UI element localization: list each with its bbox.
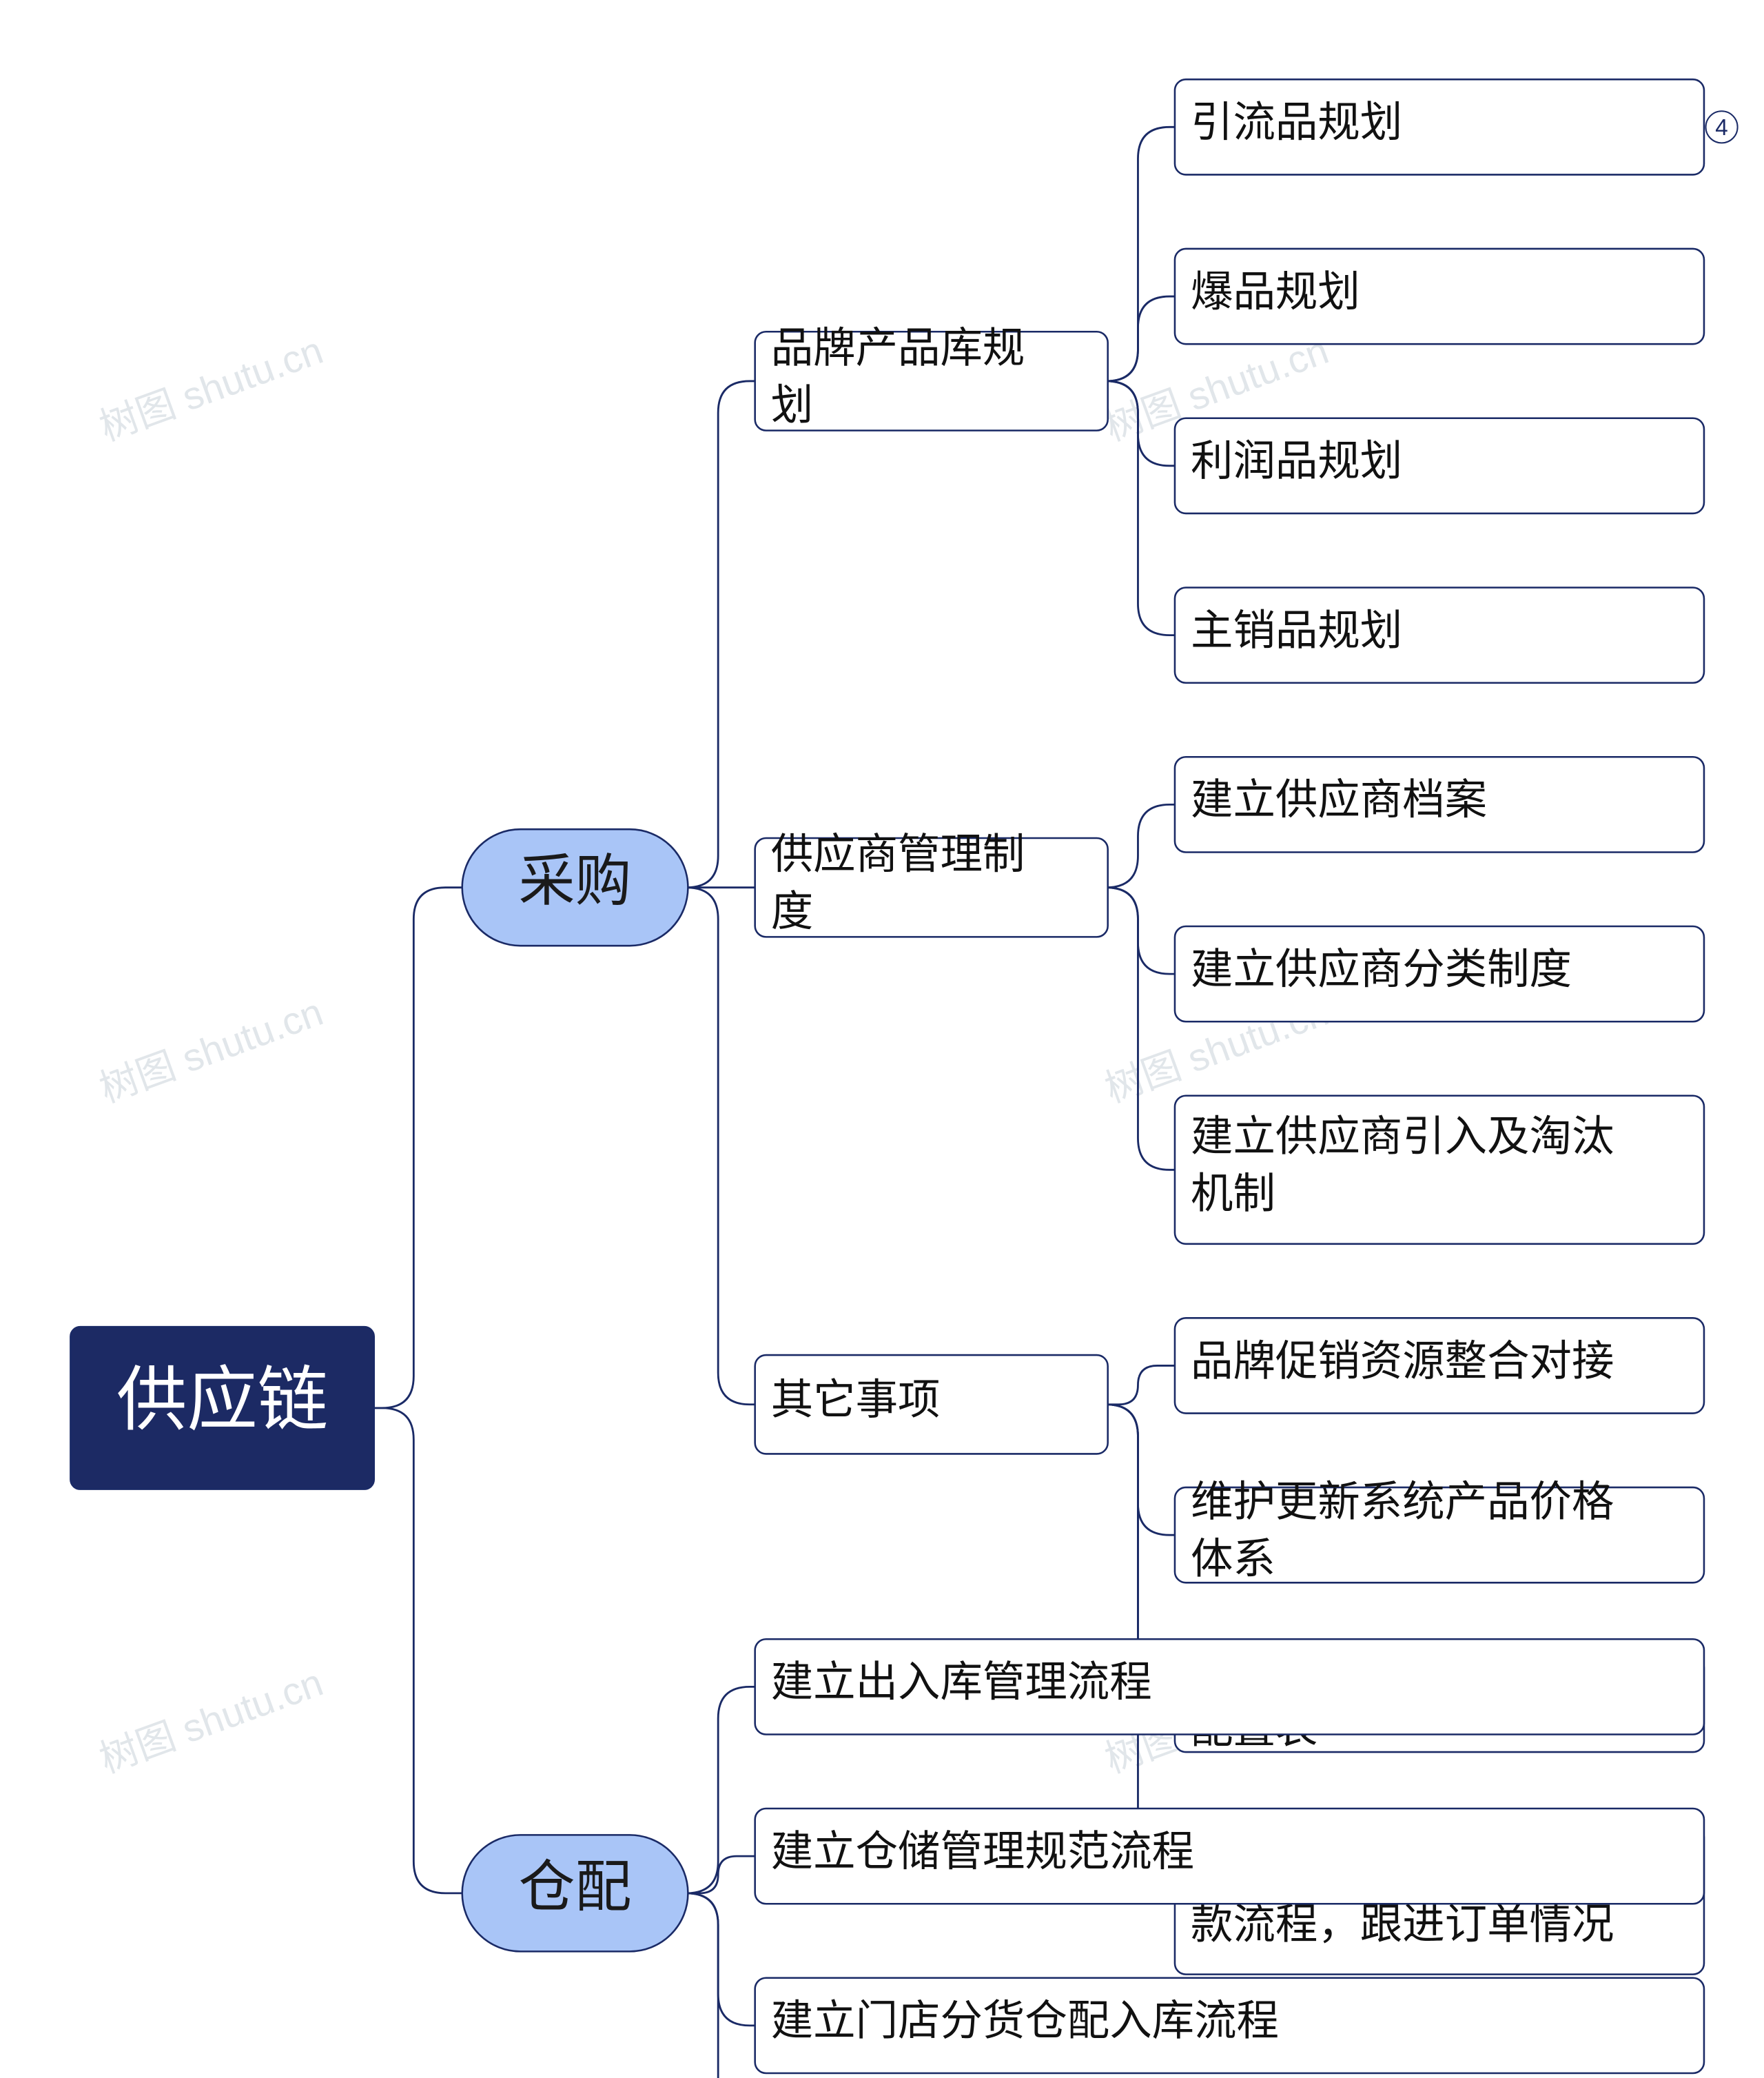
node-l3_o1-label: 品牌促销资源整合对接 (1191, 1337, 1614, 1385)
node-l3_b3-label: 利润品规划 (1191, 438, 1402, 485)
node-l3_b3[interactable]: 利润品规划 (1175, 418, 1704, 513)
node-l1_purchase-label: 采购 (519, 850, 632, 913)
node-l2_w3[interactable]: 建立门店分货仓配入库流程 (755, 1978, 1704, 2073)
node-l3_b4[interactable]: 主销品规划 (1175, 587, 1704, 682)
node-l2_w2-label: 建立仓储管理规范流程 (771, 1828, 1194, 1875)
node-l2_w3-label: 建立门店分货仓配入库流程 (771, 1997, 1279, 2045)
node-root[interactable]: 供应链 (70, 1327, 373, 1489)
node-l3_s1[interactable]: 建立供应商档案 (1175, 757, 1704, 852)
node-l2_other[interactable]: 其它事项 (755, 1355, 1108, 1454)
node-l3_s3[interactable]: 建立供应商引入及淘汰机制 (1175, 1096, 1704, 1244)
node-l2_other-label: 其它事项 (771, 1376, 941, 1424)
child-count-badge: 4 (1706, 111, 1738, 143)
node-l3_s2[interactable]: 建立供应商分类制度 (1175, 926, 1704, 1021)
node-l3_b4-label: 主销品规划 (1191, 607, 1402, 654)
node-l2_brand[interactable]: 品牌产品库规划 (755, 324, 1108, 430)
node-l2_supplier[interactable]: 供应商管理制度 (755, 831, 1108, 937)
node-l2_w1-label: 建立出入库管理流程 (771, 1658, 1152, 1706)
node-root-label: 供应链 (116, 1360, 328, 1439)
node-l3_b1-label: 引流品规划 (1191, 99, 1402, 146)
node-l3_b1[interactable]: 引流品规划 (1175, 79, 1704, 174)
node-l3_s2-label: 建立供应商分类制度 (1191, 946, 1572, 993)
mindmap-canvas: 树图 shutu.cn树图 shutu.cn树图 shutu.cn树图 shut… (0, 0, 1764, 2078)
node-l1_warehouse[interactable]: 仓配 (462, 1835, 688, 1951)
node-l1_purchase[interactable]: 采购 (462, 829, 688, 946)
node-l3_o2[interactable]: 维护更新系统产品价格体系 (1175, 1478, 1704, 1583)
node-l3_o1[interactable]: 品牌促销资源整合对接 (1175, 1318, 1704, 1413)
node-l3_b2-label: 爆品规划 (1191, 268, 1360, 316)
node-l2_w1[interactable]: 建立出入库管理流程 (755, 1639, 1704, 1734)
node-l1_warehouse-label: 仓配 (519, 1855, 632, 1918)
node-l3_b2[interactable]: 爆品规划 (1175, 249, 1704, 344)
node-l3_s1-label: 建立供应商档案 (1191, 776, 1487, 824)
child-count-badge-label: 4 (1715, 115, 1728, 141)
node-l2_w2[interactable]: 建立仓储管理规范流程 (755, 1809, 1704, 1904)
